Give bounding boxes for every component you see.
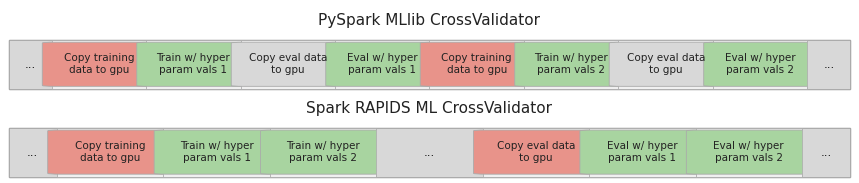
FancyBboxPatch shape [260,130,386,174]
FancyBboxPatch shape [802,128,850,177]
FancyBboxPatch shape [9,128,57,177]
Text: Eval w/ hyper
param vals 2: Eval w/ hyper param vals 2 [725,53,795,75]
FancyBboxPatch shape [609,42,722,86]
FancyBboxPatch shape [52,40,146,89]
FancyBboxPatch shape [241,40,335,89]
FancyBboxPatch shape [696,128,802,177]
FancyBboxPatch shape [515,42,628,86]
Text: Train w/ hyper
param vals 2: Train w/ hyper param vals 2 [534,53,608,75]
FancyBboxPatch shape [326,42,439,86]
Text: Eval w/ hyper
param vals 1: Eval w/ hyper param vals 1 [347,53,417,75]
Text: Copy training
data to gpu: Copy training data to gpu [442,53,512,75]
FancyBboxPatch shape [618,40,713,89]
FancyBboxPatch shape [430,40,524,89]
Text: Copy training
data to gpu: Copy training data to gpu [75,141,145,163]
Text: ...: ... [24,58,36,71]
FancyBboxPatch shape [420,42,533,86]
FancyBboxPatch shape [713,40,807,89]
FancyBboxPatch shape [483,128,589,177]
Text: ...: ... [423,146,436,159]
FancyBboxPatch shape [335,40,430,89]
FancyBboxPatch shape [146,40,241,89]
FancyBboxPatch shape [9,40,52,89]
FancyBboxPatch shape [589,128,696,177]
FancyBboxPatch shape [57,128,163,177]
Text: ...: ... [27,146,39,159]
FancyBboxPatch shape [686,130,811,174]
FancyBboxPatch shape [270,128,376,177]
Text: PySpark MLlib CrossValidator: PySpark MLlib CrossValidator [319,13,540,28]
Text: Train w/ hyper
param vals 2: Train w/ hyper param vals 2 [286,141,360,163]
Text: Spark RAPIDS ML CrossValidator: Spark RAPIDS ML CrossValidator [307,101,552,116]
Text: Copy eval data
to gpu: Copy eval data to gpu [497,141,576,163]
Text: Copy eval data
to gpu: Copy eval data to gpu [626,53,705,75]
FancyBboxPatch shape [524,40,618,89]
FancyBboxPatch shape [154,130,279,174]
Text: ...: ... [820,146,832,159]
Text: Copy training
data to gpu: Copy training data to gpu [64,53,134,75]
FancyBboxPatch shape [231,42,344,86]
Text: Train w/ hyper
param vals 1: Train w/ hyper param vals 1 [156,53,230,75]
FancyBboxPatch shape [473,130,599,174]
FancyBboxPatch shape [704,42,817,86]
FancyBboxPatch shape [376,128,483,177]
Text: Eval w/ hyper
param vals 1: Eval w/ hyper param vals 1 [607,141,678,163]
FancyBboxPatch shape [48,130,173,174]
FancyBboxPatch shape [42,42,155,86]
Text: Train w/ hyper
param vals 1: Train w/ hyper param vals 1 [180,141,253,163]
Text: Copy eval data
to gpu: Copy eval data to gpu [248,53,327,75]
Text: Eval w/ hyper
param vals 2: Eval w/ hyper param vals 2 [714,141,784,163]
FancyBboxPatch shape [580,130,705,174]
FancyBboxPatch shape [137,42,250,86]
Text: ...: ... [823,58,835,71]
FancyBboxPatch shape [163,128,270,177]
FancyBboxPatch shape [807,40,850,89]
